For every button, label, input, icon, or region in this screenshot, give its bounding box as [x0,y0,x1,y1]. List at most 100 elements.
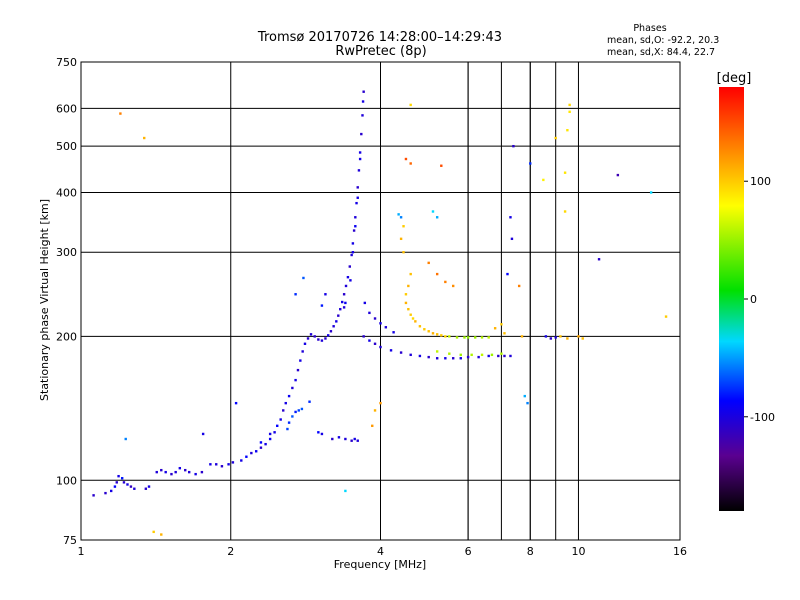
data-point [346,275,350,279]
data-point [227,463,230,466]
y-tick-label: 300 [56,246,77,259]
data-point [302,276,305,280]
data-point [566,337,569,340]
data-point [568,103,571,107]
stats-x-line: mean, sd,X: 84.4, 22.7 [607,47,715,58]
data-point [234,401,238,405]
data-point [399,351,403,354]
data-point [254,450,258,453]
data-point [581,337,584,340]
data-point [559,335,562,338]
data-point [294,410,297,414]
data-point [407,307,410,311]
data-point [616,173,620,177]
data-point [440,164,443,167]
data-point [563,171,567,174]
data-point [324,293,327,296]
data-point [440,334,443,337]
data-point [493,327,497,330]
data-point [296,368,300,372]
data-point [487,354,490,358]
data-point [466,355,470,359]
x-axis-ticks: 1 2 4 6 8 10 16 [78,545,688,558]
data-point [563,210,567,213]
data-point [435,350,439,353]
data-point [337,314,340,317]
data-point [354,216,357,219]
data-point [399,237,403,241]
data-point [300,407,304,411]
data-point [129,485,133,488]
data-point [291,386,294,390]
data-point [178,466,182,470]
data-point [268,437,272,441]
data-point [517,284,521,288]
data-point [309,333,313,336]
y-tick-label: 750 [56,56,77,69]
data-point [351,242,355,245]
data-point [92,494,95,497]
data-point [379,322,382,325]
data-point [329,330,333,333]
data-point [133,487,136,490]
data-point [409,162,412,165]
data-point [170,472,173,476]
data-point [337,436,341,439]
data-point [164,470,167,474]
data-point [200,470,204,474]
stats-o-line: mean, sd,O: -92.2, 20.3 [607,35,719,46]
data-point [363,301,367,305]
data-point [554,336,557,339]
data-point [362,335,365,338]
data-point [597,258,601,261]
y-tick-label: 100 [56,474,77,487]
data-point [344,301,347,305]
data-point [500,323,503,326]
data-point [466,336,470,339]
x-tick-label: 4 [377,545,384,558]
data-point [320,304,324,307]
data-point [459,353,462,357]
data-point [523,394,526,398]
data-point [509,216,512,219]
stats-heading: Phases [633,23,666,34]
data-point [291,415,294,418]
data-point [487,336,490,339]
data-point [201,432,205,436]
data-point [455,336,459,339]
y-tick-label: 500 [56,140,77,153]
data-point [360,132,363,136]
data-point [184,468,187,472]
data-point [273,431,276,434]
data-point [327,334,330,337]
data-point [250,451,253,455]
y-tick-label: 400 [56,186,77,199]
data-point [294,293,297,296]
data-point [342,293,346,296]
colorbar: [deg] 100 0 -100 [717,71,775,511]
x-axis-label: Frequency [MHz] [334,558,426,571]
data-point [497,354,500,358]
data-point [287,394,291,398]
data-point [126,483,129,486]
data-point [143,136,146,140]
data-point [435,357,439,360]
x-tick-label: 6 [465,545,472,558]
data-point [448,352,451,355]
data-point [245,455,248,458]
data-point [349,279,352,282]
data-point [459,357,462,360]
data-point [423,328,426,331]
data-point [119,112,122,115]
data-point [503,332,506,335]
data-point [384,326,388,329]
data-point [404,301,408,305]
data-point [409,272,412,276]
x-tick-label: 16 [673,545,687,558]
data-point [444,335,447,338]
data-point [339,307,342,311]
data-point [355,201,358,205]
data-point [480,336,484,339]
data-point [418,325,422,328]
data-point [402,225,405,228]
